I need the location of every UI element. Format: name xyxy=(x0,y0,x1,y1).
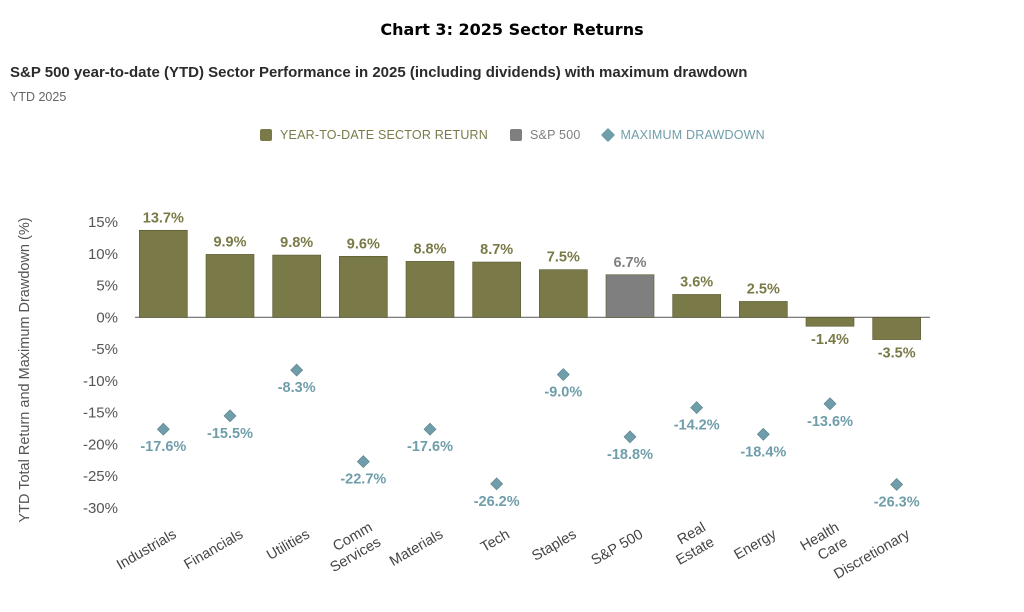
x-tick-label-line: Financials xyxy=(181,527,246,573)
x-tick-label-line: Tech xyxy=(478,527,513,556)
bar xyxy=(139,229,188,318)
bar-value-label: 7.5% xyxy=(547,250,580,266)
x-tick-label-line: Staples xyxy=(529,527,579,565)
bar xyxy=(272,254,321,318)
bar-value-label: 6.7% xyxy=(613,255,646,271)
drawdown-marker xyxy=(823,397,837,411)
bar xyxy=(205,254,255,318)
drawdown-value-label: -15.5% xyxy=(207,426,253,442)
bar xyxy=(805,317,855,327)
x-tick-label: Energy xyxy=(732,526,780,563)
legend-label-sp500: S&P 500 xyxy=(530,128,581,142)
drawdown-marker xyxy=(290,363,304,377)
drawdown-value-label: -17.6% xyxy=(407,439,453,455)
drawdown-value-label: -17.6% xyxy=(140,439,186,455)
x-tick-label: Staples xyxy=(529,527,579,565)
y-tick-label: 10% xyxy=(88,246,118,263)
x-tick-label: S&P 500 xyxy=(589,527,646,569)
bar xyxy=(472,261,521,318)
page-title: Chart 3: 2025 Sector Returns xyxy=(380,20,644,39)
y-tick-label: -25% xyxy=(83,468,118,485)
drawdown-marker xyxy=(756,427,770,441)
legend-item-sp500: S&P 500 xyxy=(510,128,581,142)
drawdown-value-label: -9.0% xyxy=(544,385,582,401)
bar xyxy=(605,274,655,318)
x-tick-label-line: Industrials xyxy=(114,527,179,574)
x-tick-label: Discretionary xyxy=(831,526,913,583)
y-tick-label: 15% xyxy=(88,214,118,231)
bar xyxy=(539,269,588,318)
y-tick-label: -15% xyxy=(83,405,118,422)
y-tick-label: -5% xyxy=(91,341,118,358)
x-tick-label-line: Energy xyxy=(732,526,780,563)
x-tick-label: Materials xyxy=(387,527,446,570)
drawdown-marker xyxy=(356,455,370,469)
bar-value-label: 9.8% xyxy=(280,235,313,251)
drawdown-marker xyxy=(623,430,637,444)
drawdown-value-label: -26.3% xyxy=(874,494,920,510)
drawdown-marker xyxy=(423,422,437,436)
x-tick-label: Industrials xyxy=(114,527,179,574)
bar xyxy=(739,301,788,318)
bar xyxy=(339,256,388,318)
x-tick-label-line: Utilities xyxy=(264,527,312,564)
y-tick-label: 0% xyxy=(96,309,118,326)
drawdown-marker xyxy=(890,478,904,491)
x-tick-label-line: S&P 500 xyxy=(589,527,646,569)
bar xyxy=(872,317,921,340)
drawdown-value-label: -18.4% xyxy=(740,444,786,460)
y-tick-label: -30% xyxy=(83,500,118,517)
chart-subtitle: YTD 2025 xyxy=(10,90,67,104)
legend-item-max-drawdown: MAXIMUM DRAWDOWN xyxy=(600,127,765,143)
y-tick-label: -10% xyxy=(83,373,118,390)
bar-value-label: 13.7% xyxy=(143,210,184,226)
drawdown-value-label: -14.2% xyxy=(674,418,720,434)
bar-value-label: 2.5% xyxy=(747,281,780,297)
x-tick-label: CommServices xyxy=(319,520,384,576)
drawdown-marker xyxy=(223,409,237,423)
bar-value-label: 9.6% xyxy=(347,236,380,252)
drawdown-value-label: -22.7% xyxy=(340,472,386,488)
drawdown-marker xyxy=(156,422,170,436)
drawdown-marker xyxy=(490,477,504,491)
drawdown-marker xyxy=(690,401,704,415)
drawdown-value-label: -8.3% xyxy=(278,380,316,396)
x-tick-label-line: Discretionary xyxy=(831,526,913,583)
x-tick-label: Utilities xyxy=(264,527,312,564)
legend-label-max-drawdown: MAXIMUM DRAWDOWN xyxy=(620,128,765,142)
bar xyxy=(672,294,721,318)
drawdown-value-label: -26.2% xyxy=(474,494,520,510)
legend-swatch-sp500 xyxy=(510,129,522,141)
x-tick-label: Tech xyxy=(478,527,513,556)
x-tick-label: Financials xyxy=(181,527,246,573)
y-tick-label: 5% xyxy=(96,278,118,295)
bar-value-label: 8.8% xyxy=(413,241,446,257)
bar-value-label: 9.9% xyxy=(213,234,246,250)
chart-title: S&P 500 year-to-date (YTD) Sector Perfor… xyxy=(10,64,748,81)
drawdown-value-label: -13.6% xyxy=(807,414,853,430)
chart-legend: YEAR-TO-DATE SECTOR RETURN S&P 500 MAXIM… xyxy=(260,127,787,143)
drawdown-value-label: -18.8% xyxy=(607,447,653,463)
legend-label-sector-return: YEAR-TO-DATE SECTOR RETURN xyxy=(280,128,488,142)
bar-value-label: -1.4% xyxy=(811,332,849,348)
bar-value-label: 8.7% xyxy=(480,242,513,258)
drawdown-marker xyxy=(556,368,570,381)
bar xyxy=(405,261,455,318)
legend-item-sector-return: YEAR-TO-DATE SECTOR RETURN xyxy=(260,128,488,142)
bar-value-label: -3.5% xyxy=(878,346,916,362)
y-tick-label: -20% xyxy=(83,436,118,453)
x-tick-label-line: Materials xyxy=(387,527,446,570)
legend-swatch-sector-return xyxy=(260,129,272,141)
x-tick-label: RealEstate xyxy=(665,520,717,569)
bar-value-label: 3.6% xyxy=(680,274,713,290)
